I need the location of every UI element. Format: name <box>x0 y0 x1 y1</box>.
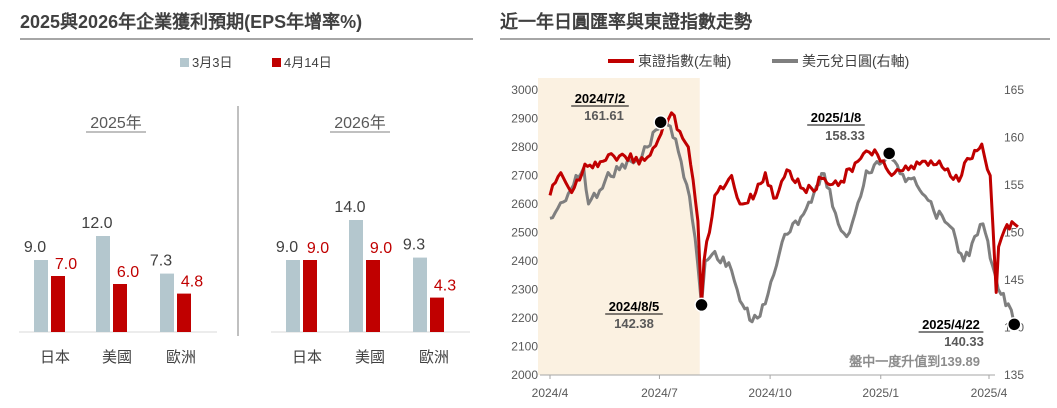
line-chart-title: 近一年日圓匯率與東證指數走勢 <box>500 12 752 32</box>
x-axis-tick: 2025/1 <box>862 386 899 400</box>
bar-apr14 <box>430 297 444 332</box>
legend-label-1: 4月14日 <box>284 55 332 70</box>
bar-apr14 <box>303 260 317 332</box>
annotation-value: 140.33 <box>944 334 984 349</box>
bar-value-label: 9.0 <box>24 239 46 256</box>
left-axis-tick: 2000 <box>511 368 538 382</box>
annotation-date: 2024/7/2 <box>575 91 626 106</box>
bar-value-label: 7.0 <box>55 256 77 273</box>
left-axis-tick: 2600 <box>511 197 538 211</box>
legend-label-0: 3月3日 <box>192 55 232 70</box>
bar-apr14 <box>366 260 380 332</box>
group-label: 2026年 <box>334 114 386 132</box>
category-label: 美國 <box>355 349 385 366</box>
annotation-date: 2025/1/8 <box>811 110 862 125</box>
left-axis-tick: 2700 <box>511 169 538 183</box>
legend-label-0: 東證指數(左軸) <box>638 53 731 69</box>
left-axis-tick: 2800 <box>511 140 538 154</box>
bar-value-label: 9.0 <box>370 240 392 257</box>
annotation-date: 2025/4/22 <box>922 317 980 332</box>
bar-apr14 <box>177 293 191 332</box>
category-label: 日本 <box>292 349 322 366</box>
left-axis-tick: 2900 <box>511 112 538 126</box>
yen-topix-line-chart: 東證指數(左軸) 美元兌日圓(右軸) 3000 2900 2800 2700 2600 250… <box>511 53 1024 400</box>
bar-value-label: 14.0 <box>334 199 365 216</box>
bar-mar3 <box>96 236 110 332</box>
bar-mar3 <box>286 260 300 332</box>
yen-topix-panel: 近一年日圓匯率與東證指數走勢 東證指數(左軸) 美元兌日圓(右軸) 3000 2900… <box>500 0 1057 408</box>
left-axis-tick: 2500 <box>511 226 538 240</box>
category-label: 日本 <box>40 349 70 366</box>
title-underline <box>20 38 473 40</box>
category-label: 歐洲 <box>166 349 196 366</box>
right-axis-tick: 145 <box>1004 273 1024 287</box>
left-axis-tick: 2100 <box>511 340 538 354</box>
annotation-marker <box>694 297 709 313</box>
bar-value-label: 6.0 <box>117 264 139 281</box>
annotation-marker <box>1007 317 1022 332</box>
left-axis-tick: 2300 <box>511 283 538 297</box>
annotation-marker <box>881 146 897 161</box>
right-axis-tick: 165 <box>1004 83 1024 97</box>
legend-swatch-1 <box>272 58 281 67</box>
bar-value-label: 4.8 <box>181 274 203 291</box>
right-axis-tick: 160 <box>1004 131 1024 145</box>
left-axis-tick: 3000 <box>511 83 538 97</box>
eps-growth-panel: 2025與2026年企業獲利預期(EPS年增率%) 3月3日 4月14日 2025年… <box>0 0 500 408</box>
bar-value-label: 12.0 <box>81 215 112 232</box>
right-axis-tick: 135 <box>1004 368 1024 382</box>
annotation-date: 2024/8/5 <box>609 299 660 314</box>
annotation-value: 161.61 <box>584 108 624 123</box>
category-label: 美國 <box>102 349 132 366</box>
bar-apr14 <box>51 276 65 332</box>
annotation-value: 142.38 <box>614 316 654 331</box>
bar-value-label: 9.0 <box>276 239 298 256</box>
bar-mar3 <box>34 260 48 332</box>
bar-mar3 <box>413 257 427 332</box>
x-axis-tick: 2025/4 <box>971 386 1008 400</box>
category-label: 歐洲 <box>419 349 449 366</box>
x-axis-tick: 2024/10 <box>748 386 792 400</box>
left-axis-tick: 2200 <box>511 311 538 325</box>
topix-line <box>548 111 1019 306</box>
left-axis-tick: 2400 <box>511 254 538 268</box>
annotation-value: 158.33 <box>825 128 865 143</box>
x-axis-tick: 2024/4 <box>532 386 569 400</box>
bar-value-label: 9.3 <box>403 237 425 254</box>
title-underline <box>500 38 1050 40</box>
x-axis-tick: 2024/7 <box>641 386 678 400</box>
legend-label-1: 美元兌日圓(右軸) <box>802 53 909 69</box>
bar-apr14 <box>113 284 127 332</box>
eps-chart-title: 2025與2026年企業獲利預期(EPS年增率%) <box>20 12 363 32</box>
intraday-note: 盤中一度升值到139.89 <box>848 354 980 369</box>
legend-swatch-0 <box>180 58 189 67</box>
shaded-period <box>538 78 700 375</box>
annotation-marker <box>653 114 668 130</box>
bar-mar3 <box>160 273 174 332</box>
bar-value-label: 9.0 <box>307 240 329 257</box>
bar-value-label: 4.3 <box>434 278 456 295</box>
right-axis-tick: 155 <box>1004 178 1024 192</box>
group-label: 2025年 <box>90 114 142 132</box>
bar-mar3 <box>349 220 363 332</box>
usdjpy-line <box>549 118 1016 325</box>
bar-value-label: 7.3 <box>150 253 172 270</box>
